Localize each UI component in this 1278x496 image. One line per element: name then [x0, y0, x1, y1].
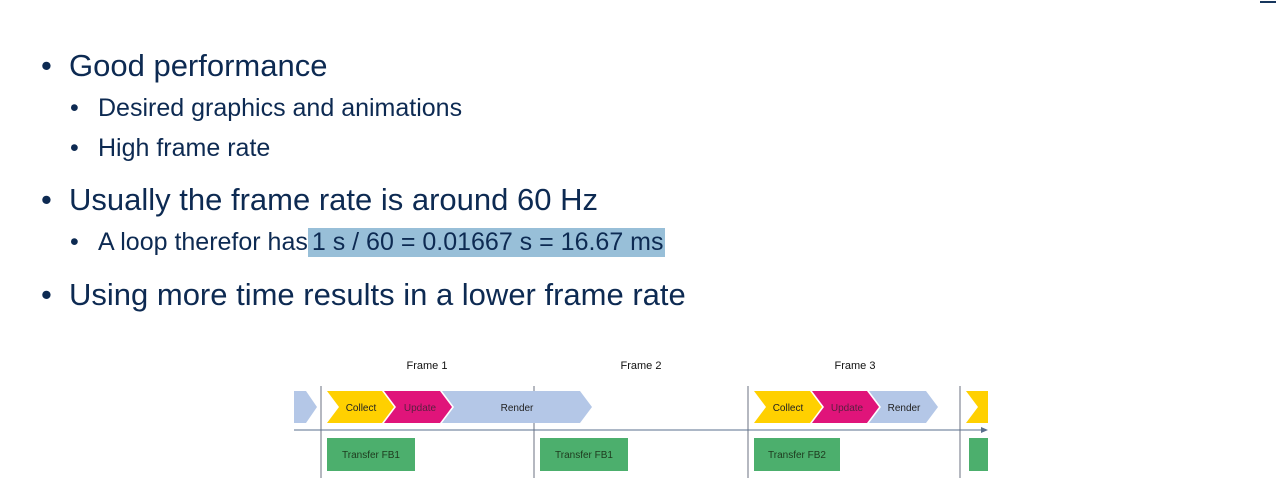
highlighted-formula: 1 s / 60 = 0.01667 s = 16.67 ms — [307, 228, 665, 257]
collect-label: Collect — [773, 403, 804, 414]
render-chevron — [442, 391, 592, 423]
bullet-high-frame-rate: • High frame rate — [70, 134, 270, 163]
transfer-label: Transfer FB1 — [342, 450, 400, 461]
bullet-frame-rate-60hz: • Usually the frame rate is around 60 Hz — [41, 182, 598, 218]
bullet-dot: • — [41, 48, 52, 83]
bullet-text: Usually the frame rate is around 60 Hz — [69, 182, 598, 217]
bullet-more-time: • Using more time results in a lower fra… — [41, 277, 686, 313]
bullet-dot: • — [70, 134, 79, 162]
frame-label-1: Frame 1 — [407, 360, 448, 372]
collect-chevron — [754, 391, 822, 423]
update-chevron — [384, 391, 452, 423]
bullet-text: Desired graphics and animations — [98, 94, 463, 122]
bullet-text: High frame rate — [98, 134, 271, 162]
bullet-dot: • — [41, 277, 52, 312]
render-label: Render — [501, 403, 534, 414]
render-label: Render — [888, 403, 921, 414]
transfer-block — [754, 438, 840, 471]
bullet-good-performance: • Good performance — [41, 48, 327, 84]
bullet-dot: • — [70, 94, 79, 122]
bullet-dot: • — [70, 228, 79, 256]
bullet-loop-duration: • A loop therefor has 1 s / 60 = 0.01667… — [70, 228, 665, 257]
corner-mark — [1260, 1, 1276, 3]
render-chevron-partial — [294, 391, 317, 423]
transfer-block — [540, 438, 628, 471]
collect-chevron-partial — [966, 391, 988, 423]
frame-label-3: Frame 3 — [835, 360, 876, 372]
bullet-text: Using more time results in a lower frame… — [69, 277, 686, 312]
update-label: Update — [831, 403, 864, 414]
bullet-text: Good performance — [69, 48, 328, 83]
bullet-desired-graphics: • Desired graphics and animations — [70, 94, 462, 123]
transfer-label: Transfer FB1 — [555, 450, 613, 461]
time-axis-arrowhead — [981, 427, 988, 433]
bullet-text: A loop therefor has — [98, 228, 308, 256]
transfer-block — [327, 438, 415, 471]
bullet-dot: • — [41, 182, 52, 217]
update-chevron — [812, 391, 879, 423]
frame-label-2: Frame 2 — [621, 360, 662, 372]
render-chevron — [869, 391, 938, 423]
transfer-block-partial — [969, 438, 988, 471]
collect-label: Collect — [346, 403, 377, 414]
transfer-label: Transfer FB2 — [768, 450, 826, 461]
update-label: Update — [404, 403, 437, 414]
collect-chevron — [327, 391, 394, 423]
